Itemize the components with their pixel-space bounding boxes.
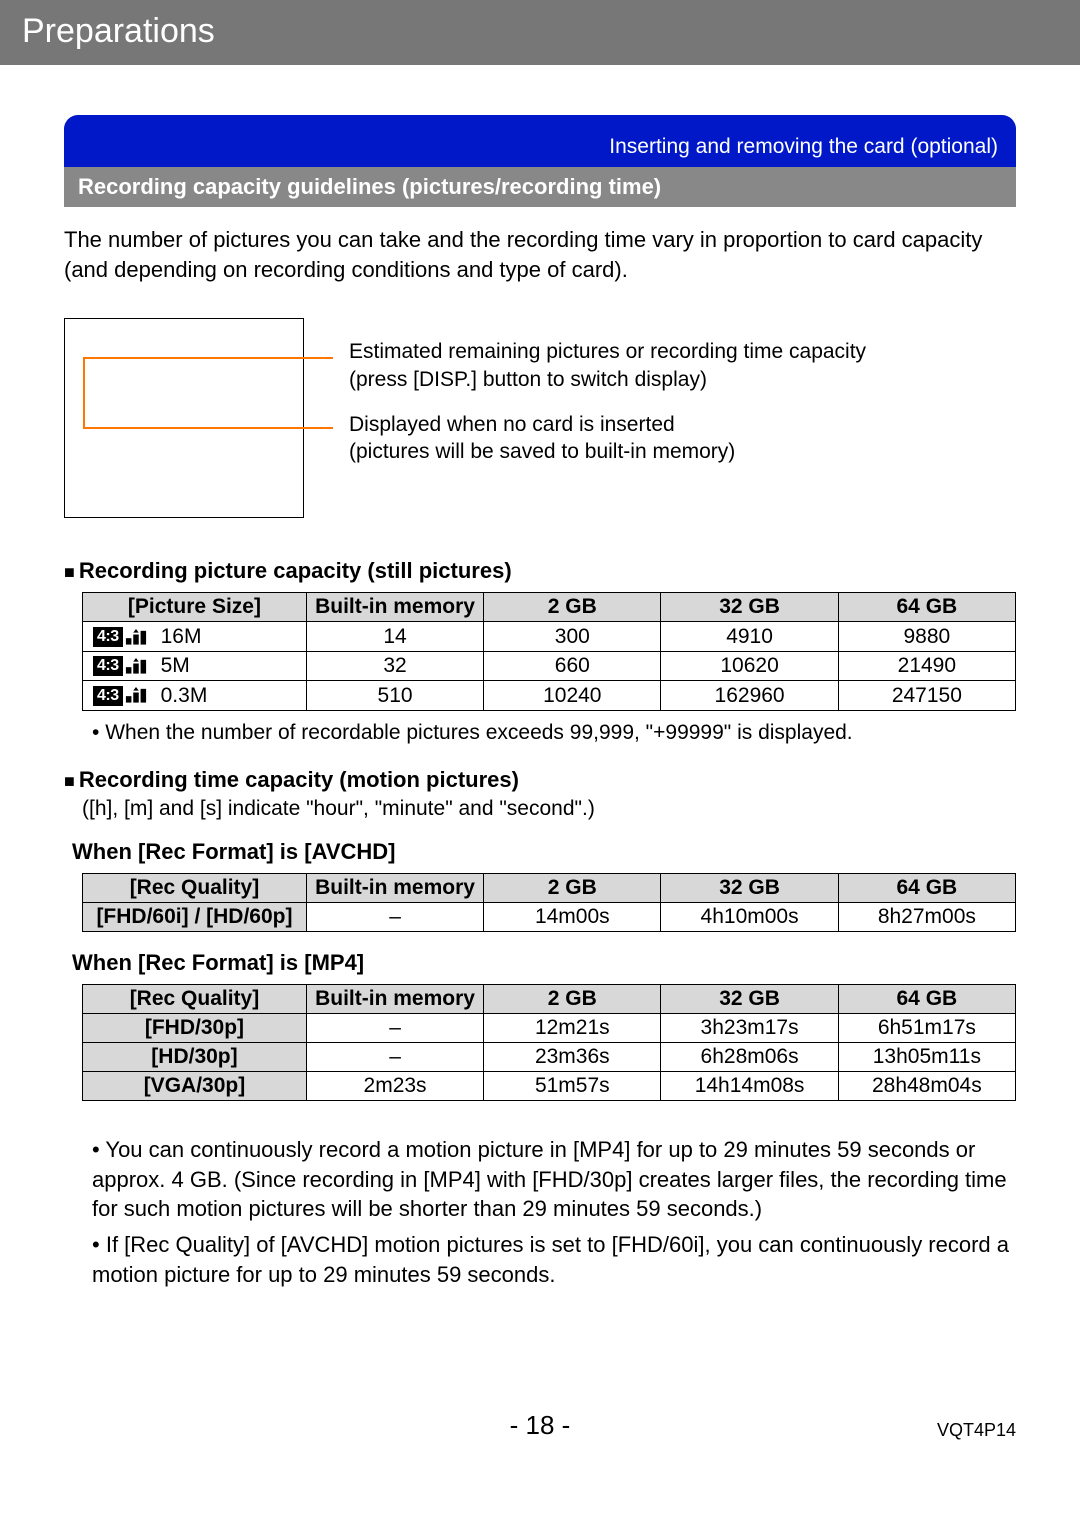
- avchd-table: [Rec Quality] Built-in memory 2 GB 32 GB…: [82, 873, 1016, 932]
- motion-note: ([h], [m] and [s] indicate "hour", "minu…: [64, 797, 1016, 821]
- mp4-heading: When [Rec Format] is [MP4]: [64, 950, 1016, 976]
- avchd-col-1: Built-in memory: [306, 874, 483, 903]
- avchd-col-2: 2 GB: [484, 874, 661, 903]
- still-col-1: Built-in memory: [306, 593, 483, 622]
- still-heading: ■Recording picture capacity (still pictu…: [64, 558, 1016, 584]
- avchd-col-3: 32 GB: [661, 874, 838, 903]
- table-row: 4:316M 1430049109880: [83, 622, 1016, 651]
- annotation-1-line-2: (press [DISP.] button to switch display): [349, 366, 866, 393]
- page-footer: - 18 - VQT4P14: [0, 1410, 1080, 1471]
- footer-notes: • You can continuously record a motion p…: [64, 1135, 1016, 1289]
- section-banner: Inserting and removing the card (optiona…: [64, 115, 1016, 167]
- section-heading: Recording capacity guidelines (pictures/…: [64, 167, 1016, 207]
- still-col-0: [Picture Size]: [83, 593, 307, 622]
- aspect-ratio-badge: 4:3: [93, 686, 123, 706]
- mp4-col-1: Built-in memory: [306, 985, 483, 1014]
- page-header: Preparations: [0, 0, 1080, 65]
- motion-heading: ■Recording time capacity (motion picture…: [64, 767, 1016, 793]
- annotation-2-line-2: (pictures will be saved to built-in memo…: [349, 438, 866, 465]
- page-number: - 18 -: [510, 1410, 571, 1441]
- aspect-ratio-badge: 4:3: [93, 656, 123, 676]
- mp4-table: [Rec Quality] Built-in memory 2 GB 32 GB…: [82, 984, 1016, 1101]
- aspect-ratio-badge: 4:3: [93, 627, 123, 647]
- resolution-icon: [125, 629, 147, 646]
- still-table: [Picture Size] Built-in memory 2 GB 32 G…: [82, 592, 1016, 710]
- table-row: [VGA/30p] 2m23s51m57s14h14m08s28h48m04s: [83, 1072, 1016, 1101]
- mp4-col-2: 2 GB: [484, 985, 661, 1014]
- diagram-row: Estimated remaining pictures or recordin…: [64, 318, 1016, 518]
- annotation-1-line-1: Estimated remaining pictures or recordin…: [349, 338, 866, 365]
- avchd-col-4: 64 GB: [838, 874, 1015, 903]
- resolution-icon: [125, 687, 147, 704]
- still-col-3: 32 GB: [661, 593, 838, 622]
- intro-paragraph: The number of pictures you can take and …: [64, 225, 1016, 284]
- table-row: [FHD/60i] / [HD/60p] –14m00s4h10m00s8h27…: [83, 903, 1016, 932]
- display-diagram: [64, 318, 304, 518]
- table-row: [HD/30p] –23m36s6h28m06s13h05m11s: [83, 1043, 1016, 1072]
- still-col-4: 64 GB: [838, 593, 1015, 622]
- mp4-col-4: 64 GB: [838, 985, 1015, 1014]
- table-row: 4:35M 326601062021490: [83, 651, 1016, 680]
- main-content: Inserting and removing the card (optiona…: [0, 115, 1080, 1290]
- avchd-heading: When [Rec Format] is [AVCHD]: [64, 839, 1016, 865]
- mp4-col-3: 32 GB: [661, 985, 838, 1014]
- resolution-icon: [125, 658, 147, 675]
- table-row: [FHD/30p] –12m21s3h23m17s6h51m17s: [83, 1014, 1016, 1043]
- still-note: • When the number of recordable pictures…: [64, 719, 1016, 747]
- mp4-col-0: [Rec Quality]: [83, 985, 307, 1014]
- document-code: VQT4P14: [937, 1420, 1016, 1441]
- diagram-annotations: Estimated remaining pictures or recordin…: [349, 318, 866, 465]
- still-col-2: 2 GB: [484, 593, 661, 622]
- annotation-2-line-1: Displayed when no card is inserted: [349, 411, 866, 438]
- table-row: 4:30.3M 51010240162960247150: [83, 681, 1016, 710]
- avchd-col-0: [Rec Quality]: [83, 874, 307, 903]
